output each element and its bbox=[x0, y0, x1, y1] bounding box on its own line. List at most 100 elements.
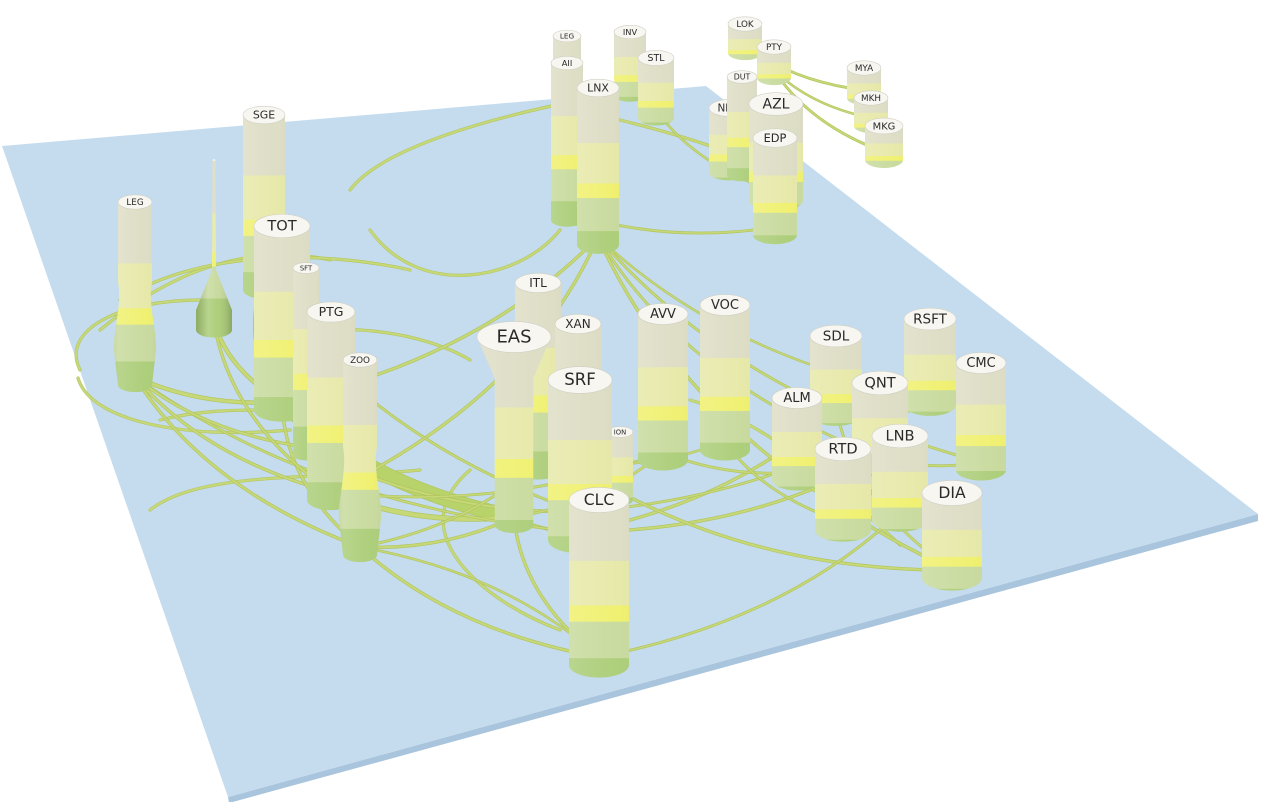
node-sft-label: SFT bbox=[300, 265, 313, 273]
node-rtd-label: RTD bbox=[828, 441, 857, 458]
node-alm[interactable]: ALM bbox=[717, 387, 877, 513]
node-rtd-body bbox=[815, 449, 871, 542]
node-clc-label: CLC bbox=[584, 491, 615, 509]
node-xan-label: XAN bbox=[565, 317, 590, 331]
node-qnt-top bbox=[851, 370, 909, 396]
node-zoo-label: ZOO bbox=[350, 356, 370, 366]
flow-line-fill bbox=[349, 99, 581, 191]
node-sge-label: SGE bbox=[253, 109, 275, 122]
spike-top bbox=[212, 159, 216, 161]
node-aii-label: AII bbox=[562, 58, 573, 68]
node-lok[interactable]: LOK bbox=[691, 16, 800, 76]
node-lnb[interactable]: LNB bbox=[810, 423, 989, 556]
cylinder-shading bbox=[815, 449, 871, 542]
node-avv-top bbox=[637, 303, 689, 325]
node-azl-top bbox=[748, 92, 804, 116]
node-lnx[interactable]: LNX bbox=[531, 78, 665, 272]
flow-line-fill bbox=[77, 377, 291, 434]
node-cmc-label: CMC bbox=[966, 356, 995, 371]
cylinder-shading bbox=[577, 88, 619, 254]
node-mkh-label: MKH bbox=[861, 94, 881, 104]
node-lnx-body bbox=[577, 88, 619, 254]
cylinder-shading bbox=[904, 319, 956, 416]
node-mkg[interactable]: MKG bbox=[823, 117, 945, 185]
node-rsft[interactable]: RSFT bbox=[847, 307, 1013, 439]
node-rtd[interactable]: RTD bbox=[753, 436, 932, 566]
node-edp-label: EDP bbox=[764, 131, 787, 145]
flow-line-fill bbox=[369, 229, 561, 277]
node-clc-body bbox=[569, 500, 629, 678]
node-stl[interactable]: STL bbox=[598, 50, 713, 141]
ground-plane-edge bbox=[228, 514, 1258, 802]
node-lnx-top bbox=[576, 78, 620, 98]
node-dia-label: DIA bbox=[938, 484, 966, 502]
node-leg[interactable]: LEG bbox=[81, 194, 190, 408]
node-edp-top bbox=[752, 128, 798, 148]
cylinder-band bbox=[823, 171, 945, 185]
flow-clc-to-lnb-fill bbox=[598, 511, 901, 658]
node-ptg-label: PTG bbox=[319, 304, 344, 319]
node-voc-label: VOC bbox=[711, 298, 739, 313]
node-pty[interactable]: PTY bbox=[720, 39, 829, 101]
node-leg2-top bbox=[552, 29, 582, 43]
node-zoo-body bbox=[338, 360, 382, 563]
node-rsft-body bbox=[904, 319, 956, 416]
node-clc[interactable]: CLC bbox=[503, 487, 695, 703]
node-tot-label: TOT bbox=[266, 218, 296, 235]
node-dia[interactable]: DIA bbox=[856, 480, 1048, 616]
node-pty-label: PTY bbox=[766, 43, 783, 53]
node-cmc-top bbox=[955, 352, 1007, 374]
cylinder-shading bbox=[772, 398, 822, 491]
node-zoo-top bbox=[342, 352, 378, 368]
node-stl-label: STL bbox=[648, 53, 666, 64]
node-itl-top bbox=[514, 273, 562, 293]
node-eas-label: EAS bbox=[496, 327, 531, 348]
node-mkh-top bbox=[853, 90, 889, 106]
node-sge-top bbox=[242, 105, 286, 125]
flow-ion-to-dia-fill bbox=[619, 491, 953, 572]
node-mkg-body bbox=[823, 126, 945, 185]
node-lok-top bbox=[727, 16, 763, 32]
cylinder-shading bbox=[872, 436, 928, 532]
node-voc[interactable]: VOC bbox=[645, 294, 805, 483]
node-sft-top bbox=[292, 262, 320, 274]
node-edp[interactable]: EDP bbox=[705, 128, 846, 264]
station-cylinders: LOKPTYINVMYASTLMKHMKGNFTIDUTAZLLEGAIIEDP… bbox=[81, 16, 1061, 703]
node-clc-top bbox=[568, 487, 630, 513]
node-sdl-label: SDL bbox=[823, 329, 850, 345]
node-mkg-top bbox=[864, 117, 904, 135]
node-dut-label: DUT bbox=[734, 73, 751, 82]
cylinder-shading bbox=[338, 360, 382, 563]
node-ptg-top bbox=[306, 301, 356, 323]
flow-leg-to-sft-fill bbox=[134, 376, 307, 448]
node-inv-label: INV bbox=[623, 27, 638, 37]
node-xan-top bbox=[554, 314, 602, 334]
node-srf-top bbox=[547, 366, 613, 394]
node-ion-label: ION bbox=[614, 429, 626, 437]
node-itl-label: ITL bbox=[529, 276, 547, 290]
node-mya-label: MYA bbox=[855, 64, 873, 74]
cylinder-shading bbox=[922, 493, 982, 591]
cylinder-shading bbox=[865, 126, 903, 168]
node-aii-top bbox=[550, 55, 584, 71]
node-sdl-top bbox=[809, 324, 863, 348]
node-cmc[interactable]: CMC bbox=[901, 352, 1061, 503]
node-lnb-top bbox=[871, 423, 929, 449]
node-lok-label: LOK bbox=[736, 20, 754, 30]
node-mya-top bbox=[846, 60, 882, 76]
node-inv-top bbox=[613, 24, 647, 40]
node-rsft-top bbox=[903, 307, 957, 331]
node-alm-top bbox=[771, 387, 823, 409]
node-avv-body bbox=[638, 314, 688, 471]
node-leg-top bbox=[117, 194, 153, 210]
cylinder-shading bbox=[569, 500, 629, 678]
node-avv[interactable]: AVV bbox=[583, 303, 743, 493]
node-eas-top bbox=[476, 321, 552, 353]
node-dut-top bbox=[726, 70, 758, 84]
node-azl-label: AZL bbox=[763, 97, 790, 113]
node-zoo[interactable]: ZOO bbox=[306, 352, 415, 578]
cylinder-shading bbox=[638, 314, 688, 471]
node-qnt-label: QNT bbox=[864, 375, 895, 392]
node-leg-body bbox=[113, 202, 157, 393]
